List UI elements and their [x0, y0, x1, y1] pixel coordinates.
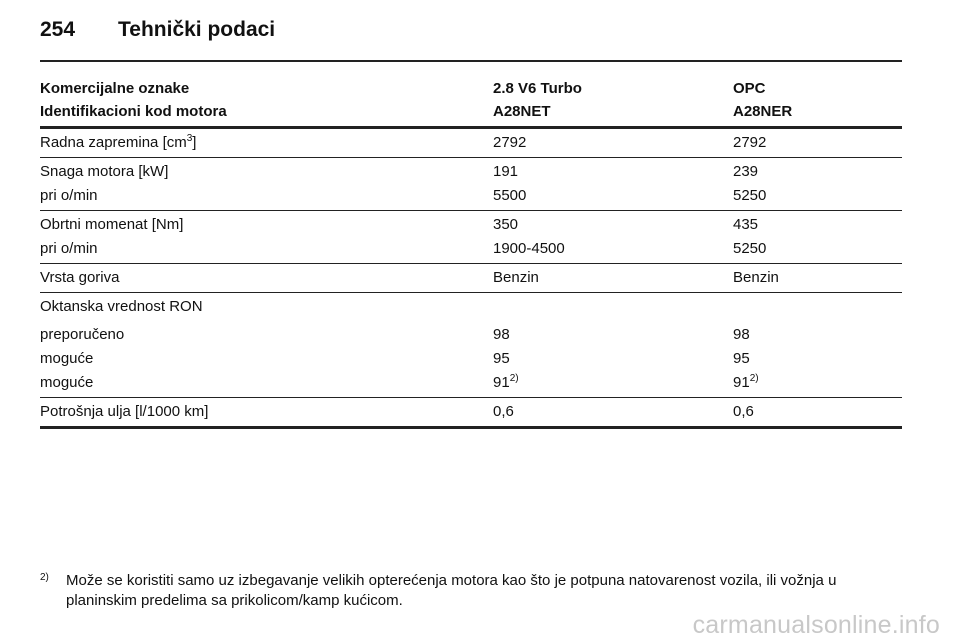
- table-cell: pri o/min: [40, 240, 98, 257]
- table-cell: Snaga motora [kW]: [40, 163, 169, 180]
- table-cell: [493, 295, 733, 319]
- table-cell: 98: [493, 326, 510, 343]
- table-cell: Oktanska vrednost RON: [40, 298, 203, 315]
- table-header-row: Identifikacioni kod motora A28NET A28NER: [40, 100, 902, 124]
- table-divider: [40, 397, 902, 398]
- page-header: 254 Tehnički podaci: [40, 18, 275, 42]
- table-cell: 350: [493, 216, 519, 233]
- table-row: pri o/min 5500 5250: [40, 184, 902, 208]
- table-row: Vrsta goriva Benzin Benzin: [40, 266, 902, 290]
- table-row: moguće 95 95: [40, 347, 902, 371]
- header-divider: [40, 60, 902, 62]
- table-row: preporučeno 98 98: [40, 323, 902, 347]
- table-cell: 5250: [733, 240, 767, 257]
- footnote-ref: 2): [749, 373, 759, 384]
- table-row: Potrošnja ulja [l/1000 km] 0,6 0,6: [40, 400, 902, 424]
- table-divider: [40, 157, 902, 158]
- table-row: Radna zapremina [cm3] 2792 2792: [40, 131, 902, 155]
- page-title: Tehnički podaci: [118, 18, 276, 41]
- header-cell: 2.8 V6 Turbo: [493, 80, 582, 97]
- table-row: Obrtni momenat [Nm] 350 435: [40, 213, 902, 237]
- table-cell: 191: [493, 163, 519, 180]
- table-cell: Benzin: [493, 269, 539, 286]
- table-cell: 435: [733, 216, 759, 233]
- table-cell: 98: [733, 326, 750, 343]
- table-divider: [40, 263, 902, 264]
- table-cell: Benzin: [733, 269, 779, 286]
- unit-superscript: 3: [186, 133, 193, 144]
- table-cell: preporučeno: [40, 326, 125, 343]
- header-cell: Komercijalne oznake: [40, 80, 190, 97]
- table-cell: 95: [493, 350, 510, 367]
- table-cell: moguće: [40, 350, 94, 367]
- table-cell: 239: [733, 163, 759, 180]
- table-cell: Radna zapremina [cm3]: [40, 133, 197, 152]
- table-bottom-rule: [40, 426, 902, 429]
- table-cell: 2792: [493, 134, 527, 151]
- table-cell: pri o/min: [40, 187, 98, 204]
- table-divider: [40, 126, 902, 129]
- table-row: Snaga motora [kW] 191 239: [40, 160, 902, 184]
- table-row: pri o/min 1900-4500 5250: [40, 237, 902, 261]
- table-divider: [40, 210, 902, 211]
- footnote: 2) Može se koristiti samo uz izbegavanje…: [40, 571, 910, 611]
- engine-spec-table: Komercijalne oznake 2.8 V6 Turbo OPC Ide…: [40, 78, 902, 431]
- table-cell: Potrošnja ulja [l/1000 km]: [40, 403, 209, 420]
- header-cell: A28NET: [493, 103, 551, 120]
- table-cell: 2792: [733, 134, 767, 151]
- table-cell: moguće: [40, 374, 94, 391]
- page-number: 254: [40, 18, 76, 41]
- table-cell: 5500: [493, 187, 527, 204]
- table-cell: 0,6: [733, 403, 754, 420]
- table-row: Oktanska vrednost RON: [40, 295, 902, 319]
- table-cell: [733, 295, 902, 319]
- footnote-ref: 2): [509, 373, 519, 384]
- footnote-text: Može se koristiti samo uz izbegavanje ve…: [66, 572, 837, 609]
- table-cell: 95: [733, 350, 750, 367]
- header-cell: Identifikacioni kod motora: [40, 103, 227, 120]
- header-cell: OPC: [733, 80, 766, 97]
- table-header-row: Komercijalne oznake 2.8 V6 Turbo OPC: [40, 78, 902, 100]
- table-cell: 912): [733, 373, 759, 392]
- table-cell: Vrsta goriva: [40, 269, 120, 286]
- header-cell: A28NER: [733, 103, 793, 120]
- watermark: carmanualsonline.info: [692, 611, 940, 639]
- table-divider: [40, 292, 902, 293]
- table-cell: 0,6: [493, 403, 514, 420]
- table-cell: 912): [493, 373, 519, 392]
- table-cell: 5250: [733, 187, 767, 204]
- table-cell: Obrtni momenat [Nm]: [40, 216, 184, 233]
- table-cell: 1900-4500: [493, 240, 565, 257]
- footnote-marker: 2): [40, 572, 49, 583]
- table-row: moguće 912) 912): [40, 371, 902, 395]
